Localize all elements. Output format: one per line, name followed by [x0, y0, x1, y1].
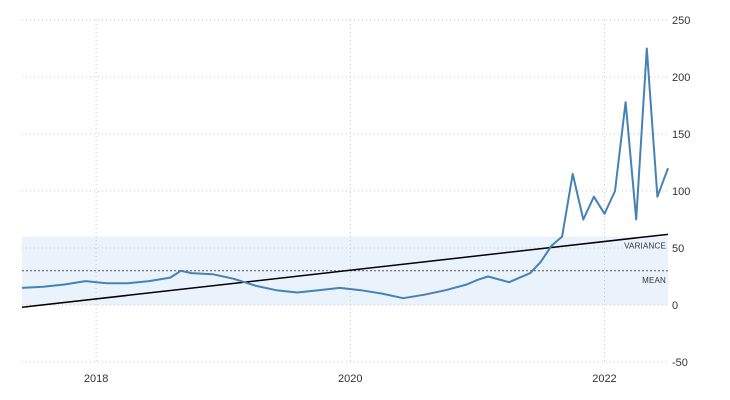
y-tick-label: 250: [672, 15, 690, 27]
series-layer: [21, 47, 669, 300]
y-tick-label: 150: [672, 129, 690, 141]
label-layer: 250 200 150 100 50 0 -50 2018 2020 2022 VARIANCE ME…: [84, 15, 690, 385]
x-tick-label: 2018: [84, 373, 108, 385]
y-tick-label: 200: [672, 72, 690, 84]
y-tick-label: 50: [672, 243, 684, 255]
trend-line: [21, 233, 669, 309]
series-line: [21, 47, 669, 300]
y-tick-label: 0: [672, 300, 678, 312]
mean-label: MEAN: [642, 276, 666, 285]
y-tick-label: -50: [672, 357, 688, 369]
grid-layer: [22, 19, 668, 363]
x-tick-label: 2022: [592, 373, 616, 385]
reference-lines: [21, 233, 669, 309]
y-tick-label: 100: [672, 186, 690, 198]
variance-label: VARIANCE: [624, 242, 666, 251]
x-tick-label: 2020: [338, 373, 362, 385]
